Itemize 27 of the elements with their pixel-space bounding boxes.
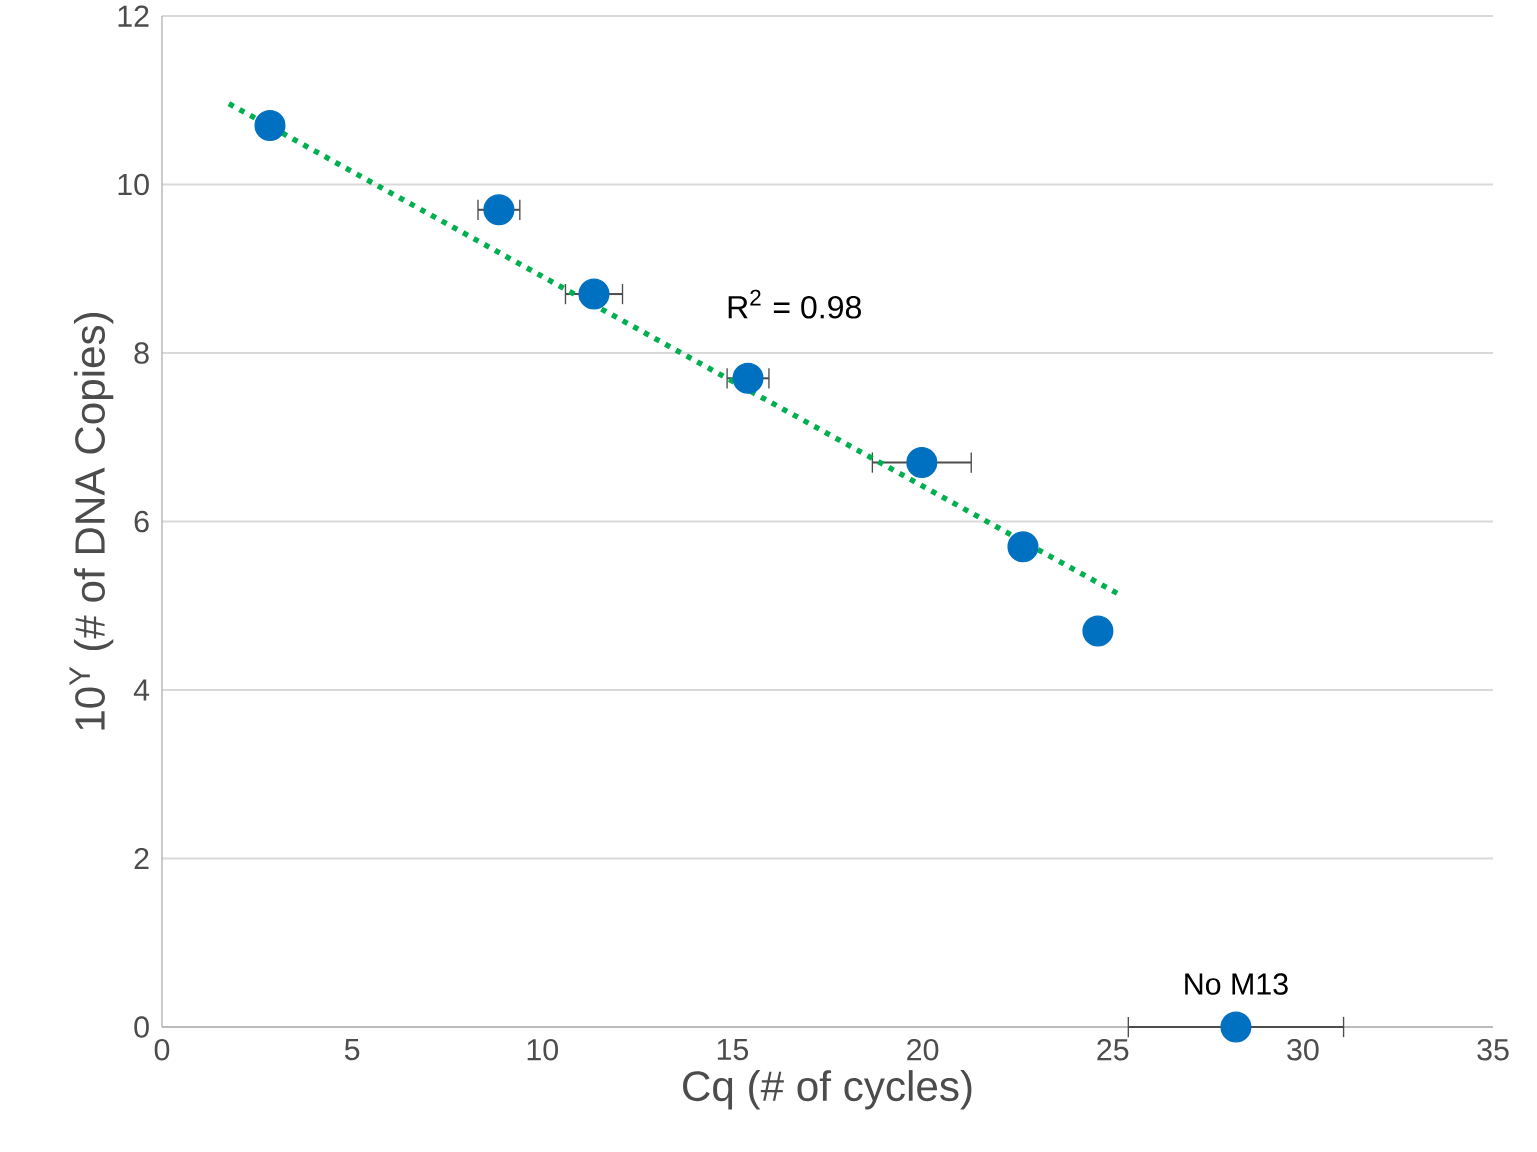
y-tick-label: 6 [134,510,149,533]
x-tick-label: 25 [1097,1038,1129,1061]
point [1082,615,1114,647]
y-tick-label: 10 [118,173,149,196]
point [578,278,610,310]
point [732,362,764,394]
point [254,110,286,142]
point [906,447,938,479]
y-tick-label: 8 [134,342,149,364]
annotation: R$^{2}$ = 0.98 [728,289,861,319]
y-tick-label: 12 [118,5,149,27]
x-tick-label: 10 [527,1038,558,1061]
point [1007,531,1039,563]
point [483,194,515,226]
x-tick-label: 0 [154,1038,170,1061]
x-tick-label: 5 [344,1038,360,1061]
x-tick-label: 20 [907,1038,939,1061]
y-tick-label: 2 [134,847,149,870]
y-axis-title: 10$^{Y}$ (# of DNA Copies) [69,312,114,730]
x-tick-label: 30 [1287,1038,1319,1061]
x-axis-title: Cq (# of cycles) [683,1070,972,1110]
point [1220,1011,1252,1043]
y-tick-label: 0 [134,1016,149,1038]
x-tick-label: 35 [1477,1038,1509,1061]
annotation: No M13 [1185,973,1288,995]
y-tick-label: 4 [133,679,150,701]
x-tick-label: 15 [717,1038,749,1061]
